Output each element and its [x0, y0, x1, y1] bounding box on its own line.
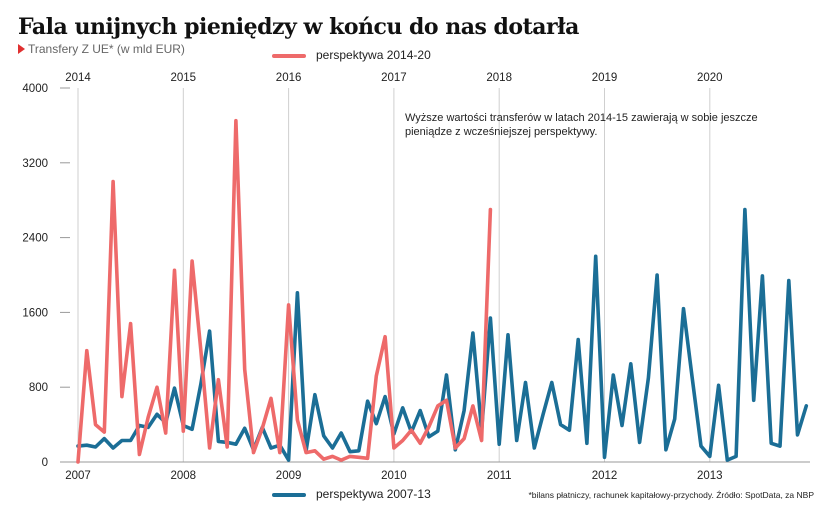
top-x-tick-label: 2017	[381, 72, 407, 84]
bottom-x-tick-label: 2007	[65, 470, 91, 482]
y-tick-label: 0	[42, 457, 48, 469]
annotation-line: Wyższe wartości transferów w latach 2014…	[405, 112, 758, 124]
top-x-tick-label: 2018	[486, 72, 512, 84]
bottom-x-tick-label: 2010	[381, 470, 407, 482]
chart-subtitle: Transfery Z UE* (w mld EUR)	[18, 42, 185, 56]
chart-title: Fala unijnych pieniędzy w końcu do nas d…	[18, 14, 579, 40]
y-tick-label: 4000	[22, 83, 48, 95]
series-line-2014-20	[76, 118, 493, 464]
triangle-marker-icon	[18, 44, 25, 54]
y-tick-label: 2400	[22, 233, 48, 245]
top-x-tick-label: 2015	[171, 72, 197, 84]
y-tick-label: 800	[29, 382, 48, 394]
top-x-tick-label: 2016	[276, 72, 302, 84]
subtitle-text: Transfery Z UE* (w mld EUR)	[28, 42, 185, 56]
legend-blue-label: perspektywa 2007-13	[316, 487, 431, 501]
top-x-tick-label: 2014	[65, 72, 91, 84]
legend-red: perspektywa 2014-20	[272, 48, 431, 62]
legend-blue: perspektywa 2007-13	[272, 487, 431, 501]
top-x-tick-label: 2019	[592, 72, 618, 84]
y-tick-label: 3200	[22, 158, 48, 170]
bottom-x-tick-label: 2012	[592, 470, 618, 482]
source-note: *bilans płatniczy, rachunek kapitałowy-p…	[528, 490, 814, 500]
bottom-x-tick-label: 2008	[171, 470, 197, 482]
bottom-x-tick-label: 2013	[697, 470, 723, 482]
bottom-x-tick-label: 2009	[276, 470, 302, 482]
legend-blue-swatch	[272, 492, 306, 497]
legend-red-label: perspektywa 2014-20	[316, 48, 431, 62]
top-x-tick-label: 2020	[697, 72, 723, 84]
y-tick-label: 1600	[22, 307, 48, 319]
bottom-x-tick-label: 2011	[487, 470, 512, 482]
legend-red-swatch	[272, 53, 306, 58]
annotation-line: pieniądze z wcześniejszej perspektywy.	[405, 126, 597, 138]
